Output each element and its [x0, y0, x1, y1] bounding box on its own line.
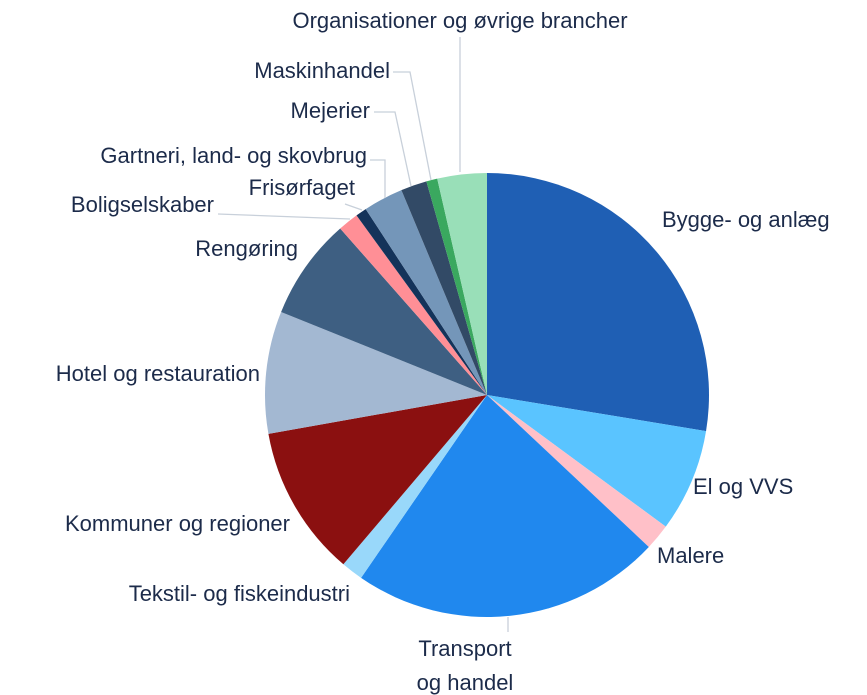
slice-label: Transport og handel: [416, 636, 514, 695]
pie-slice: [281, 228, 487, 395]
slice-label: Mejerier: [291, 98, 370, 123]
pie-slice: [365, 190, 487, 395]
pie-slice: [487, 395, 666, 547]
pie-slice: [437, 173, 487, 395]
leader-line: [374, 111, 412, 187]
slice-label: Organisationer og øvrige brancher: [292, 8, 627, 33]
pie-slice: [426, 178, 487, 395]
slice-label: Frisørfaget: [249, 175, 355, 200]
slice-label: Bygge- og anlæg: [662, 207, 830, 232]
slice-label: El og VVS: [693, 474, 793, 499]
leader-line: [344, 203, 363, 211]
pie-slice: [356, 209, 487, 395]
pie-slice: [340, 215, 487, 395]
slice-label: Kommuner og regioner: [65, 511, 290, 536]
pie-slice: [401, 181, 487, 395]
pie-slice: [268, 395, 487, 565]
pie-slice: [487, 173, 709, 432]
slice-label: Boligselskaber: [71, 192, 214, 217]
leader-line: [393, 71, 432, 181]
slice-label: Hotel og restauration: [56, 361, 260, 386]
slice-label: Rengøring: [195, 236, 298, 261]
slice-label: Maskinhandel: [254, 58, 390, 83]
slice-label: Malere: [657, 543, 724, 568]
slice-label: Tekstil- og fiskeindustri: [129, 581, 350, 606]
pie-slice: [487, 395, 707, 527]
leader-line: [217, 213, 351, 220]
pie-slice: [361, 395, 649, 618]
pie-slice: [343, 395, 487, 578]
leader-line: [370, 159, 386, 198]
pie-slice: [265, 311, 487, 434]
slice-label: Gartneri, land- og skovbrug: [100, 143, 367, 168]
